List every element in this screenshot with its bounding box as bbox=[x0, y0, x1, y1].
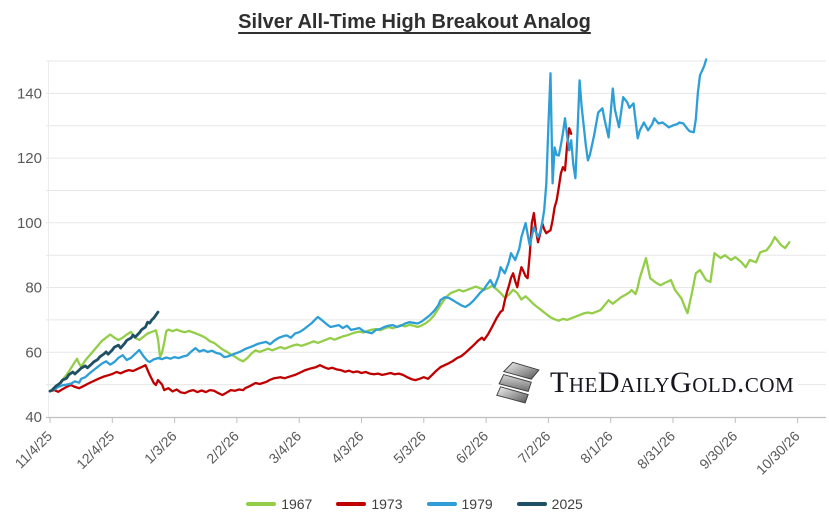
x-axis-label: 8/31/26 bbox=[634, 428, 678, 472]
x-axis-label: 10/30/26 bbox=[753, 428, 803, 478]
y-axis-label: 60 bbox=[25, 344, 42, 361]
chart-title-text: Silver All-Time High Breakout Analog bbox=[238, 11, 591, 33]
x-axis-label: 9/30/26 bbox=[696, 428, 740, 472]
y-axis-label: 120 bbox=[17, 150, 42, 167]
x-axis-label: 7/2/26 bbox=[515, 428, 554, 467]
legend-item-1973: 1973 bbox=[336, 496, 403, 512]
page-title: Silver All-Time High Breakout Analog bbox=[0, 11, 829, 34]
x-axis-label: 6/2/26 bbox=[452, 428, 491, 467]
y-axis-label: 40 bbox=[25, 409, 42, 426]
y-axis-label: 100 bbox=[17, 215, 42, 232]
y-axis-label: 140 bbox=[17, 85, 42, 102]
silver-bars-icon bbox=[496, 361, 540, 404]
series-line-1973 bbox=[48, 127, 573, 397]
x-axis-label: 11/4/25 bbox=[12, 428, 56, 472]
x-axis-label: 1/3/26 bbox=[141, 428, 180, 467]
legend-label-1967: 1967 bbox=[281, 496, 313, 512]
x-axis-label: 4/3/26 bbox=[328, 428, 367, 467]
legend-label-2025: 2025 bbox=[551, 496, 583, 512]
legend-swatch-1979 bbox=[426, 502, 457, 506]
x-axis-label: 12/4/25 bbox=[73, 428, 117, 472]
legend-item-2025: 2025 bbox=[516, 496, 583, 512]
y-axis-label: 80 bbox=[25, 280, 42, 297]
legend-swatch-2025 bbox=[516, 502, 547, 506]
watermark: TheDailyGold.com bbox=[492, 358, 799, 408]
watermark-text: TheDailyGold.com bbox=[550, 366, 795, 399]
legend-label-1979: 1979 bbox=[461, 496, 493, 512]
x-axis-label: 3/4/26 bbox=[265, 428, 304, 467]
x-axis-label: 5/3/26 bbox=[390, 428, 429, 467]
legend-item-1967: 1967 bbox=[246, 496, 312, 512]
legend-swatch-1967 bbox=[246, 502, 277, 506]
legend-label-1973: 1973 bbox=[371, 496, 403, 512]
series-line-2025 bbox=[48, 310, 160, 393]
series-line-1979 bbox=[48, 58, 708, 393]
series-line-1967 bbox=[48, 235, 791, 393]
legend-item-1979: 1979 bbox=[426, 496, 493, 512]
x-axis-label: 2/2/26 bbox=[203, 428, 242, 467]
legend-swatch-1973 bbox=[336, 502, 367, 506]
x-axis-label: 8/1/26 bbox=[577, 428, 616, 467]
chart-legend: 1967 1973 1979 2025 bbox=[0, 496, 829, 512]
